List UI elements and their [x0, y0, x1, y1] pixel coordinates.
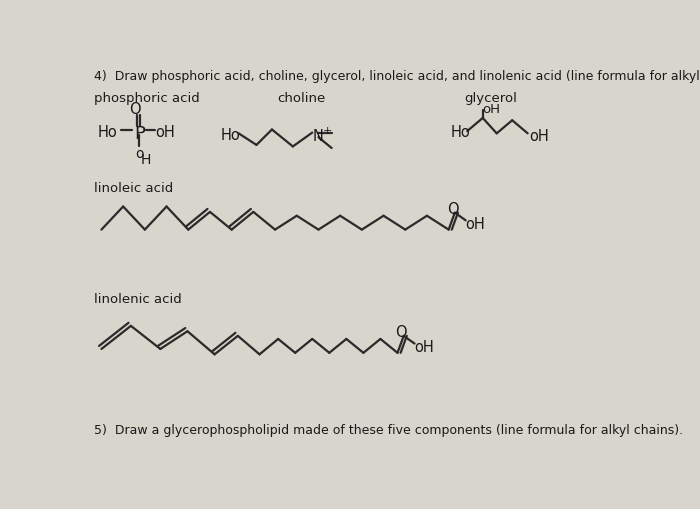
- Text: O: O: [447, 201, 459, 216]
- Text: linolenic acid: linolenic acid: [94, 293, 181, 306]
- Text: P: P: [134, 125, 145, 143]
- Text: O: O: [129, 102, 141, 117]
- Text: o: o: [135, 146, 143, 160]
- Text: glycerol: glycerol: [464, 92, 517, 104]
- Text: H: H: [141, 153, 151, 166]
- Text: 4)  Draw phosphoric acid, choline, glycerol, linoleic acid, and linolenic acid (: 4) Draw phosphoric acid, choline, glycer…: [94, 70, 700, 82]
- Text: oH: oH: [414, 340, 434, 354]
- Text: oH: oH: [529, 129, 549, 144]
- Text: Ho: Ho: [97, 125, 118, 140]
- Text: phosphoric acid: phosphoric acid: [94, 92, 200, 104]
- Text: 5)  Draw a glycerophospholipid made of these five components (line formula for a: 5) Draw a glycerophospholipid made of th…: [94, 423, 682, 436]
- Text: choline: choline: [277, 92, 326, 104]
- Text: oH: oH: [482, 103, 500, 116]
- Text: N: N: [312, 129, 323, 144]
- Text: O: O: [395, 324, 407, 339]
- Text: linoleic acid: linoleic acid: [94, 181, 173, 194]
- Text: Ho: Ho: [450, 124, 470, 139]
- Text: +: +: [322, 126, 332, 136]
- Text: Ho: Ho: [220, 127, 241, 143]
- Text: oH: oH: [466, 216, 486, 232]
- Text: oH: oH: [155, 125, 175, 140]
